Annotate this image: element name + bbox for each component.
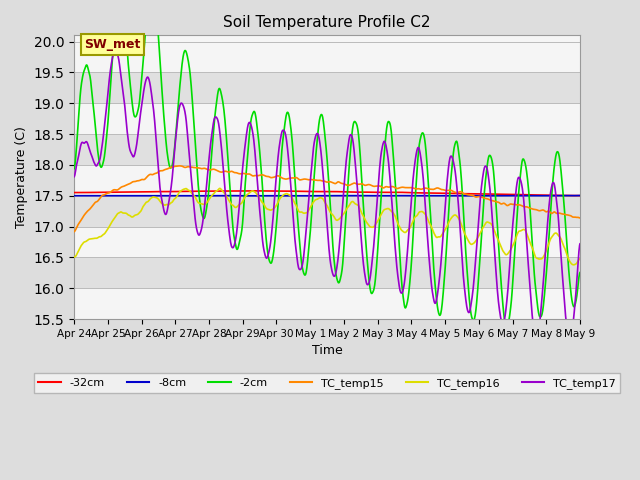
Bar (74, 165, 580, 196)
Bar (74, 288, 580, 319)
Bar (74, 103, 580, 134)
Title: Soil Temperature Profile C2: Soil Temperature Profile C2 (223, 15, 431, 30)
Y-axis label: Temperature (C): Temperature (C) (15, 126, 28, 228)
Bar (74, 227, 580, 257)
Bar (74, 134, 580, 165)
X-axis label: Time: Time (312, 344, 342, 357)
Bar (74, 72, 580, 103)
Bar (74, 41, 580, 72)
Bar (74, 257, 580, 288)
Legend: -32cm, -8cm, -2cm, TC_temp15, TC_temp16, TC_temp17: -32cm, -8cm, -2cm, TC_temp15, TC_temp16,… (34, 373, 620, 393)
Bar (74, 196, 580, 227)
Text: SW_met: SW_met (84, 38, 141, 51)
